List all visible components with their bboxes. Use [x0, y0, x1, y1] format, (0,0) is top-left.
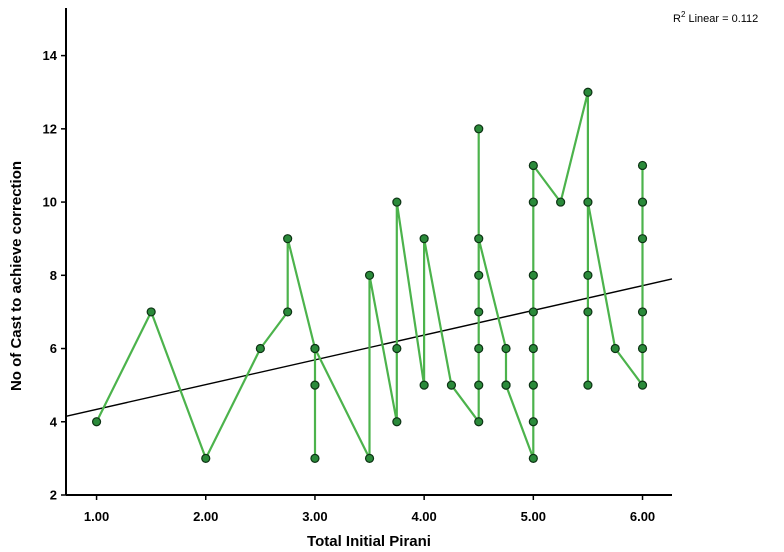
data-point: [474, 234, 484, 244]
data-point: [637, 160, 648, 171]
data-point: [283, 234, 293, 244]
data-point: [392, 197, 402, 207]
x-tick-label: 5.00: [521, 509, 546, 524]
x-tick-label: 4.00: [411, 509, 436, 524]
data-point: [583, 270, 593, 280]
axes: [61, 8, 672, 500]
data-point: [392, 417, 402, 427]
data-point: [310, 380, 320, 390]
r2-annotation: R2 Linear = 0.112: [673, 10, 758, 25]
data-point: [91, 417, 102, 427]
x-tick-label: 2.00: [193, 509, 218, 524]
data-point: [556, 197, 566, 207]
data-point: [146, 307, 156, 317]
y-tick-label: 12: [43, 121, 57, 136]
x-axis-title: Total Initial Pirani: [307, 533, 431, 550]
data-point: [583, 307, 593, 317]
data-point: [392, 343, 402, 354]
data-point: [583, 380, 593, 390]
data-point: [583, 87, 593, 97]
data-point: [364, 453, 375, 463]
data-point: [637, 380, 648, 390]
data-point: [474, 380, 484, 390]
y-axis-title: No of Cast to achieve correction: [8, 161, 25, 391]
y-tick-label: 2: [50, 488, 57, 503]
data-point: [474, 343, 484, 354]
series-line: [95, 91, 644, 460]
data-point: [528, 343, 538, 354]
data-point: [637, 197, 648, 207]
y-tick-label: 14: [43, 48, 58, 63]
data-point: [610, 343, 620, 354]
r2-prefix: R: [673, 13, 681, 25]
r2-superscript: 2: [681, 10, 686, 19]
data-point: [528, 307, 538, 317]
data-point: [474, 270, 484, 280]
x-tick-label: 1.00: [84, 509, 109, 524]
data-point: [255, 343, 265, 354]
data-point: [419, 234, 429, 244]
data-point: [446, 380, 457, 390]
data-point: [637, 234, 648, 244]
data-point: [528, 160, 538, 171]
y-tick-label: 4: [50, 414, 58, 429]
data-point: [528, 453, 538, 463]
tick-labels: 2 4 6 8 10 12 14 1.00 2.00 3.00 4.00 5.00 6.00: [43, 48, 656, 524]
data-point: [637, 343, 648, 354]
data-point: [583, 197, 593, 207]
data-point: [474, 124, 484, 134]
data-point: [419, 380, 429, 390]
data-point: [528, 417, 538, 427]
data-point: [501, 343, 511, 354]
data-point: [310, 453, 320, 463]
data-point: [637, 307, 648, 317]
data-point: [283, 307, 293, 317]
data-point: [364, 270, 375, 280]
data-point: [528, 380, 538, 390]
data-point: [201, 453, 211, 463]
data-point: [501, 380, 511, 390]
data-point: [474, 307, 484, 317]
data-point: [310, 343, 320, 354]
r2-text: Linear = 0.112: [685, 13, 758, 25]
y-tick-label: 6: [50, 341, 57, 356]
y-tick-label: 10: [43, 195, 57, 210]
data-point: [528, 197, 538, 207]
data-point: [528, 270, 538, 280]
data-point: [474, 417, 484, 427]
y-tick-label: 8: [50, 268, 57, 283]
x-tick-label: 3.00: [302, 509, 327, 524]
series-group: [91, 87, 648, 463]
x-tick-label: 6.00: [630, 509, 655, 524]
